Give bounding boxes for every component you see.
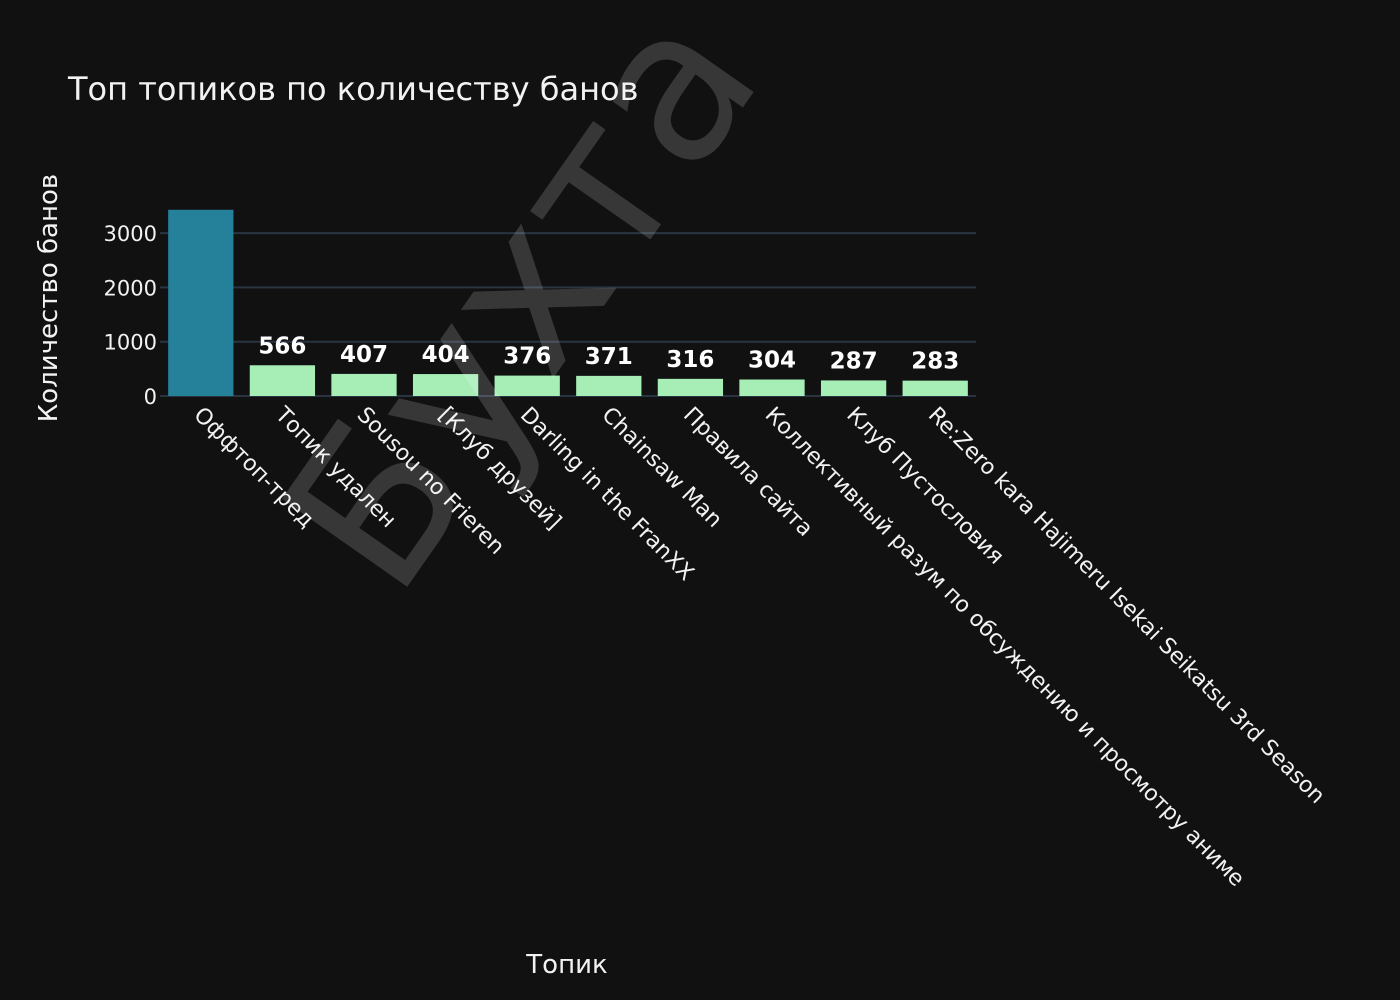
- bar: [902, 380, 968, 396]
- bar: [576, 375, 642, 396]
- y-tick-label: 1000: [104, 331, 157, 355]
- y-tick-label: 2000: [104, 276, 157, 300]
- bars: [168, 209, 968, 396]
- data-labels: 566 407 404 376 371 316 304 287 283: [258, 333, 959, 374]
- data-label: 404: [422, 342, 470, 368]
- data-label: 304: [748, 347, 796, 373]
- data-label: 283: [911, 349, 959, 375]
- data-label: 316: [666, 347, 714, 373]
- y-axis-title: Количество банов: [34, 174, 64, 422]
- bar: [657, 378, 724, 396]
- data-label: 407: [340, 342, 388, 368]
- data-label: 376: [503, 344, 551, 370]
- y-tick-label: 3000: [104, 222, 157, 246]
- x-tick-label: Re:Zero kara Hajimeru Isekai Seikatsu 3r…: [923, 403, 1329, 809]
- data-label: 287: [830, 348, 878, 374]
- bar: [820, 380, 887, 396]
- y-tick-label: 0: [144, 385, 157, 409]
- x-tick-label: Клуб Пустословия: [841, 403, 1008, 570]
- bar: [412, 374, 479, 396]
- y-tick-labels: 0 1000 2000 3000: [104, 222, 157, 409]
- data-label: 566: [258, 333, 306, 359]
- chart-title: Топ топиков по количеству банов: [67, 70, 638, 108]
- bar: [249, 365, 316, 396]
- bar: [168, 209, 234, 396]
- bar: [494, 375, 560, 396]
- x-axis-title: Топик: [525, 950, 607, 980]
- data-label: 371: [585, 344, 633, 370]
- bar: [331, 373, 397, 396]
- bar: [739, 379, 805, 396]
